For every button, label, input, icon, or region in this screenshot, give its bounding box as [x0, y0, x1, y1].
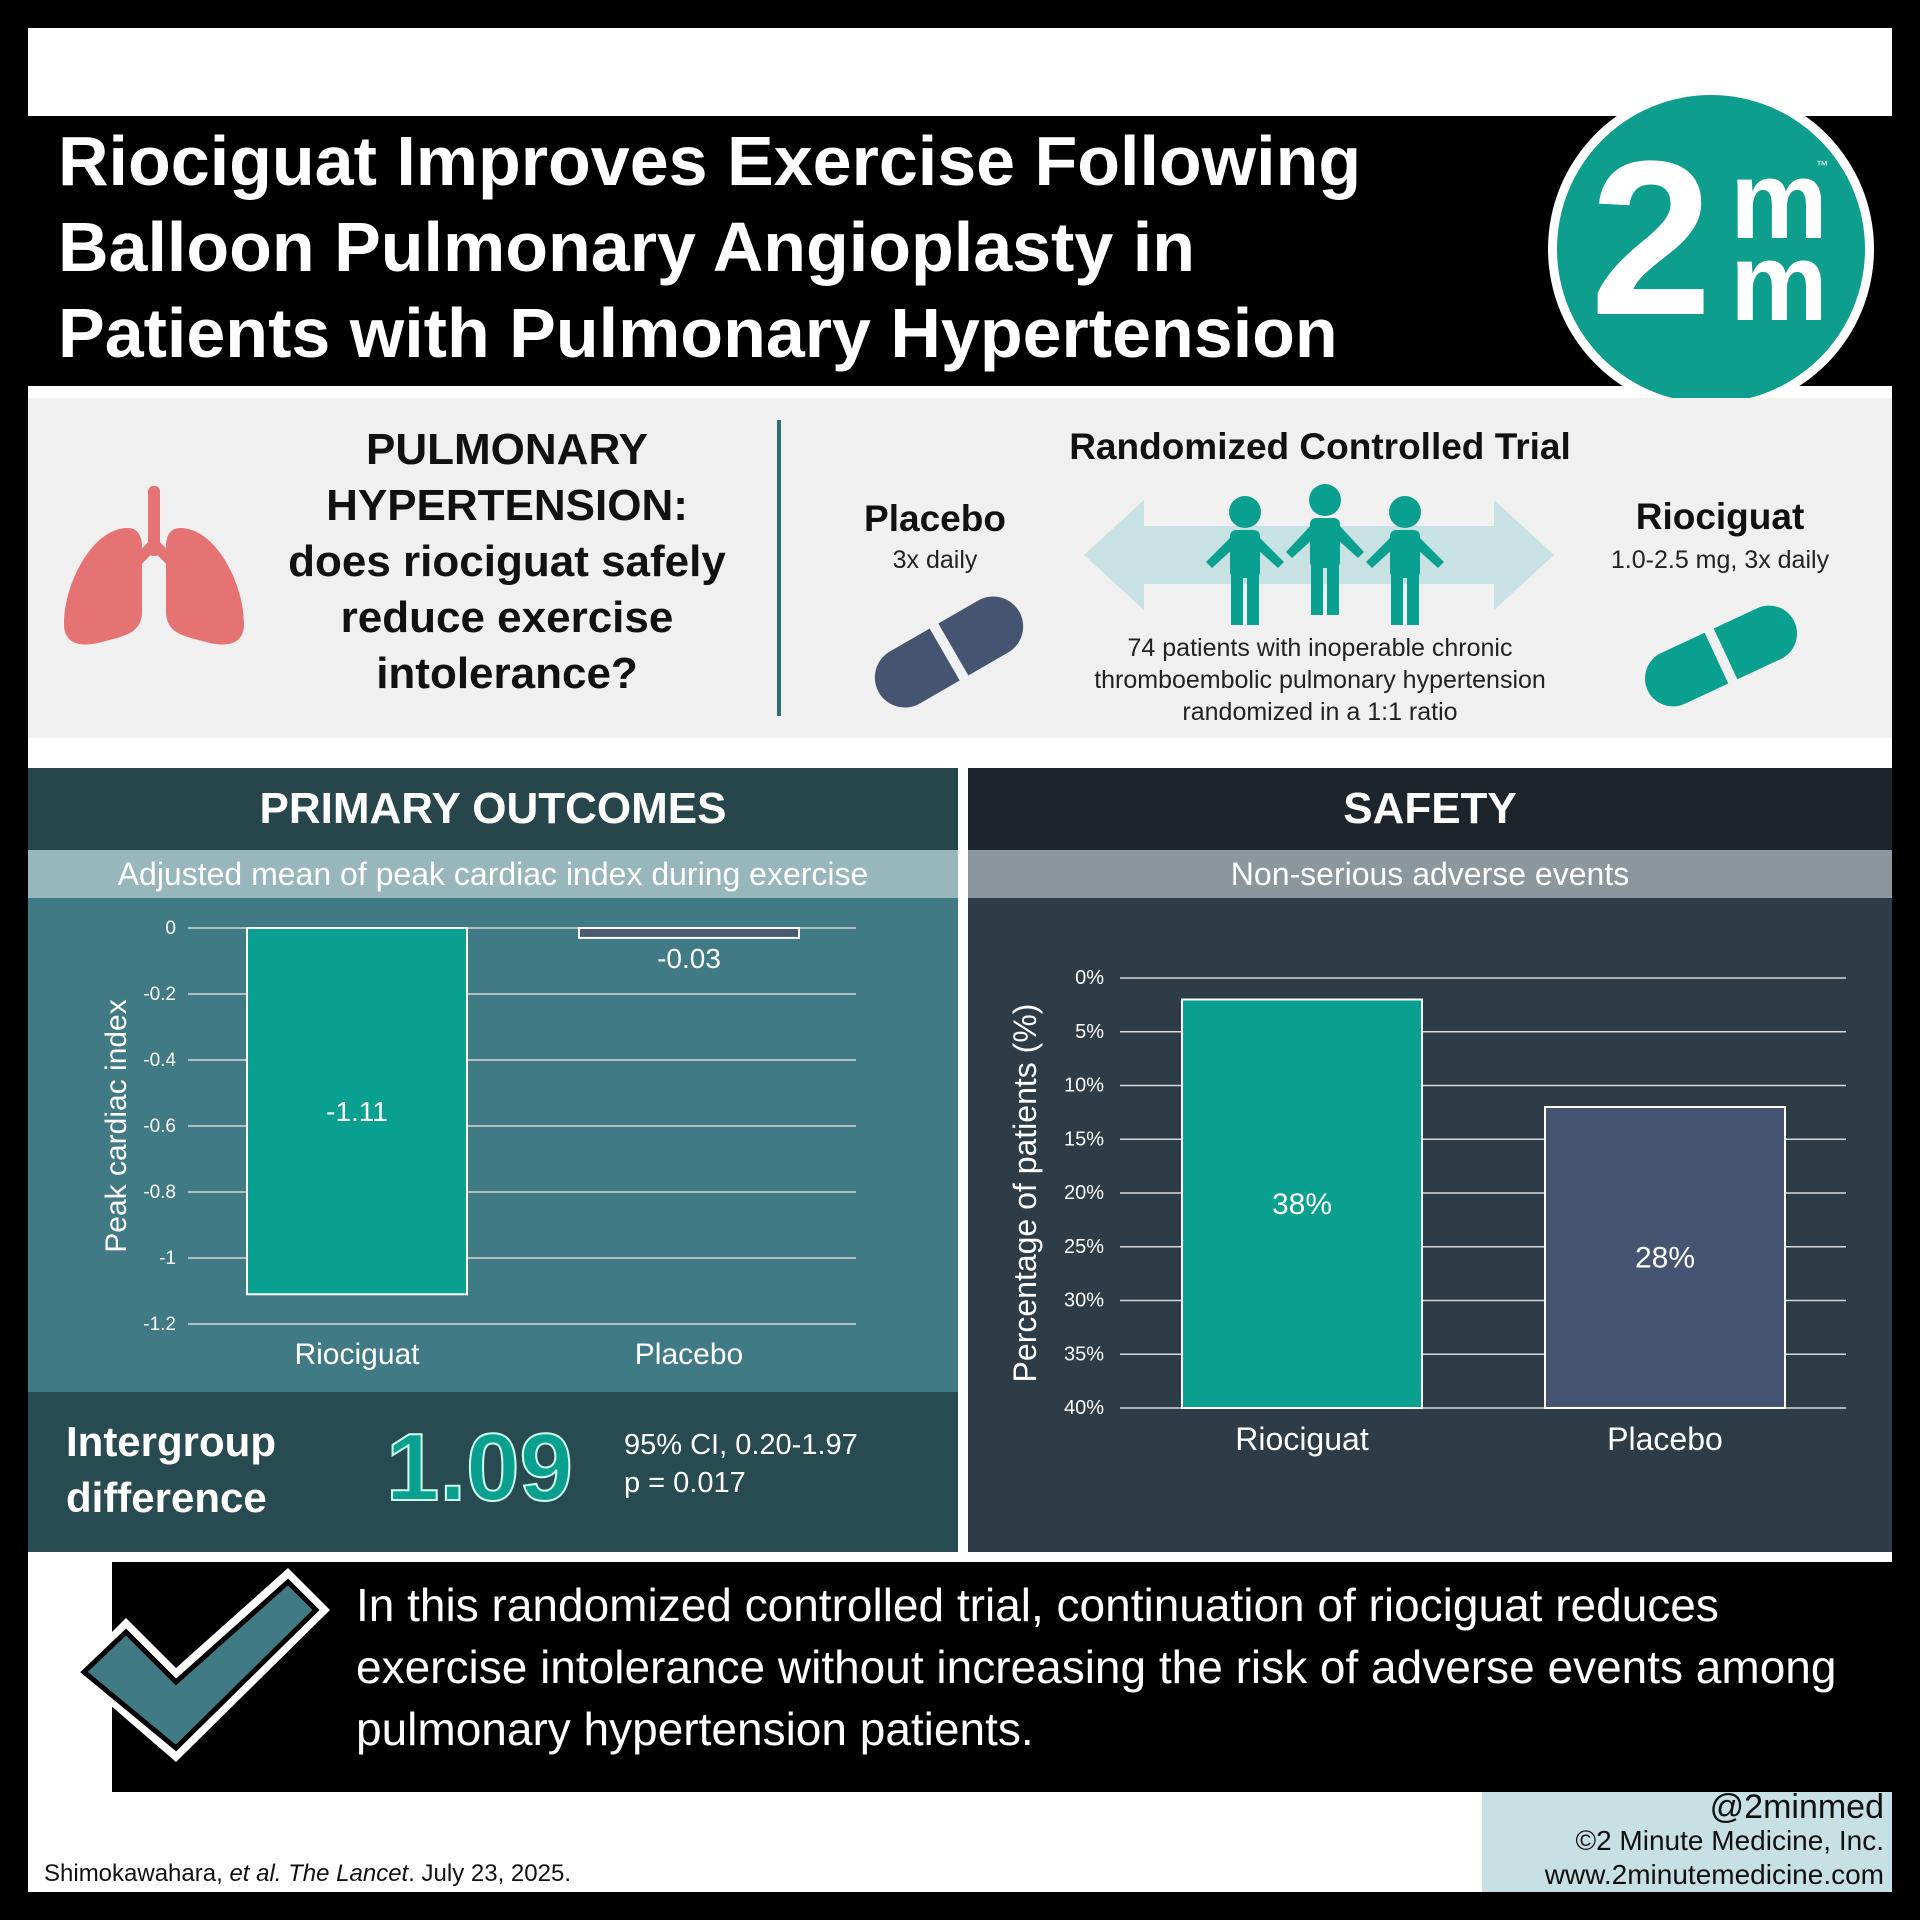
y-tick-label: 0%: [1075, 967, 1104, 989]
bar-riociguat: [1181, 998, 1423, 1409]
citation: Shimokawahara, et al. The Lancet. July 2…: [44, 1860, 571, 1888]
adverse-events-chart: 0% 5% 10% 15% 20% 25% 30% 35% 40% 38% Riociguat 28%…: [1007, 967, 1846, 1457]
checkmark-icon: [72, 1568, 330, 1762]
y-tick-label: 40%: [1064, 1397, 1104, 1419]
conclusion-band: [112, 1562, 1892, 1792]
y-tick-label: -0.6: [143, 1116, 176, 1137]
y-tick-label: 25%: [1064, 1236, 1104, 1258]
intergroup-value: 1.09: [385, 1413, 574, 1522]
data-label: 28%: [1635, 1242, 1695, 1275]
intro-section: [28, 398, 1892, 738]
primary-outcomes-subheader: Adjusted mean of peak cardiac index duri…: [28, 850, 958, 898]
data-label: -1.11: [326, 1096, 388, 1127]
citation-journal: et al. The Lancet: [229, 1860, 409, 1887]
y-axis-label: Percentage of patients (%): [1007, 1004, 1043, 1383]
y-tick-label: -0.8: [143, 1182, 176, 1203]
y-tick-label: -1: [159, 1248, 176, 1269]
brand-box: [1482, 1792, 1892, 1892]
cardiac-index-chart: 0 -0.2 -0.4 -0.6 -0.8 -1 -1.2 -1.11 Riociguat -0.…: [100, 918, 856, 1371]
intergroup-label-line1: Intergroup: [66, 1418, 276, 1465]
y-tick-label: 20%: [1064, 1182, 1104, 1204]
placebo-arm-dose: 3x daily: [892, 546, 978, 574]
trial-title: Randomized Controlled Trial: [1069, 426, 1571, 467]
logo-letter-top: m: [1730, 139, 1828, 262]
intergroup-section: [28, 1392, 958, 1552]
intergroup-label: Intergroup difference: [66, 1414, 276, 1526]
x-category-label: Placebo: [1607, 1421, 1723, 1457]
safety-subtitle: Non-serious adverse events: [1230, 856, 1630, 892]
brand-copyright: ©2 Minute Medicine, Inc.: [1575, 1825, 1884, 1856]
x-category-label: Placebo: [635, 1338, 743, 1371]
y-tick-label: 35%: [1064, 1343, 1104, 1365]
y-tick-label: -1.2: [143, 1314, 176, 1335]
data-label: 38%: [1272, 1188, 1332, 1221]
y-tick-label: 15%: [1064, 1128, 1104, 1150]
intergroup-label-line2: difference: [66, 1474, 267, 1521]
safety-subheader: Non-serious adverse events: [968, 850, 1892, 898]
lungs-icon: [64, 486, 244, 645]
placebo-pill-icon: [874, 596, 1024, 708]
logo-numeral: 2: [1590, 115, 1712, 361]
brand-url[interactable]: www.2minutemedicine.com: [1544, 1859, 1884, 1890]
intergroup-stats: 95% CI, 0.20-1.97 p = 0.017: [624, 1426, 858, 1502]
riociguat-pill-icon: [1644, 605, 1798, 707]
logo: [1557, 95, 1865, 403]
y-tick-label: 10%: [1064, 1075, 1104, 1097]
riociguat-arm-dose: 1.0-2.5 mg, 3x daily: [1610, 546, 1830, 574]
logo-trademark: ™: [1816, 158, 1828, 172]
primary-outcomes-header: PRIMARY OUTCOMES: [28, 768, 958, 850]
study-question: PULMONARY HYPERTENSION: does riociguat s…: [288, 425, 726, 698]
primary-outcomes-title: PRIMARY OUTCOMES: [259, 784, 727, 833]
data-label: -0.03: [657, 943, 721, 974]
brand-text: @2minmed ©2 Minute Medicine, Inc. www.2m…: [1482, 1790, 1884, 1892]
placebo-arm-name: Placebo: [864, 498, 1006, 539]
citation-date: . July 23, 2025.: [408, 1860, 571, 1887]
safety-header: SAFETY: [968, 768, 1892, 850]
page-title: Riociguat Improves Exercise Following Ba…: [58, 122, 1362, 372]
y-tick-label: 30%: [1064, 1290, 1104, 1312]
riociguat-arm-name: Riociguat: [1635, 496, 1805, 537]
bar-placebo: [578, 927, 800, 939]
bar-placebo: [1544, 1106, 1786, 1409]
p-value: p = 0.017: [624, 1467, 746, 1499]
y-tick-label: -0.2: [143, 984, 176, 1005]
conclusion-text: In this randomized controlled trial, con…: [356, 1579, 1837, 1755]
patients-icon: [1206, 484, 1444, 625]
y-tick-label: -0.4: [143, 1050, 176, 1071]
section-divider: [777, 420, 781, 716]
y-tick-label: 5%: [1075, 1021, 1104, 1043]
safety-title: SAFETY: [1343, 784, 1517, 833]
y-tick-label: 0: [165, 918, 176, 939]
bar-riociguat: [246, 927, 468, 1296]
logo-letter-bottom: m: [1730, 221, 1828, 344]
confidence-interval: 95% CI, 0.20-1.97: [624, 1429, 858, 1461]
y-axis-label: Peak cardiac index: [100, 999, 133, 1252]
trial-description: 74 patients with inoperable chronic thro…: [1094, 634, 1546, 726]
top-bar: [28, 28, 1892, 116]
brand-handle: @2minmed: [1709, 1788, 1884, 1826]
citation-authors: Shimokawahara,: [44, 1860, 230, 1887]
x-category-label: Riociguat: [294, 1338, 420, 1371]
primary-outcomes-subtitle: Adjusted mean of peak cardiac index duri…: [117, 856, 869, 892]
x-category-label: Riociguat: [1235, 1421, 1369, 1457]
